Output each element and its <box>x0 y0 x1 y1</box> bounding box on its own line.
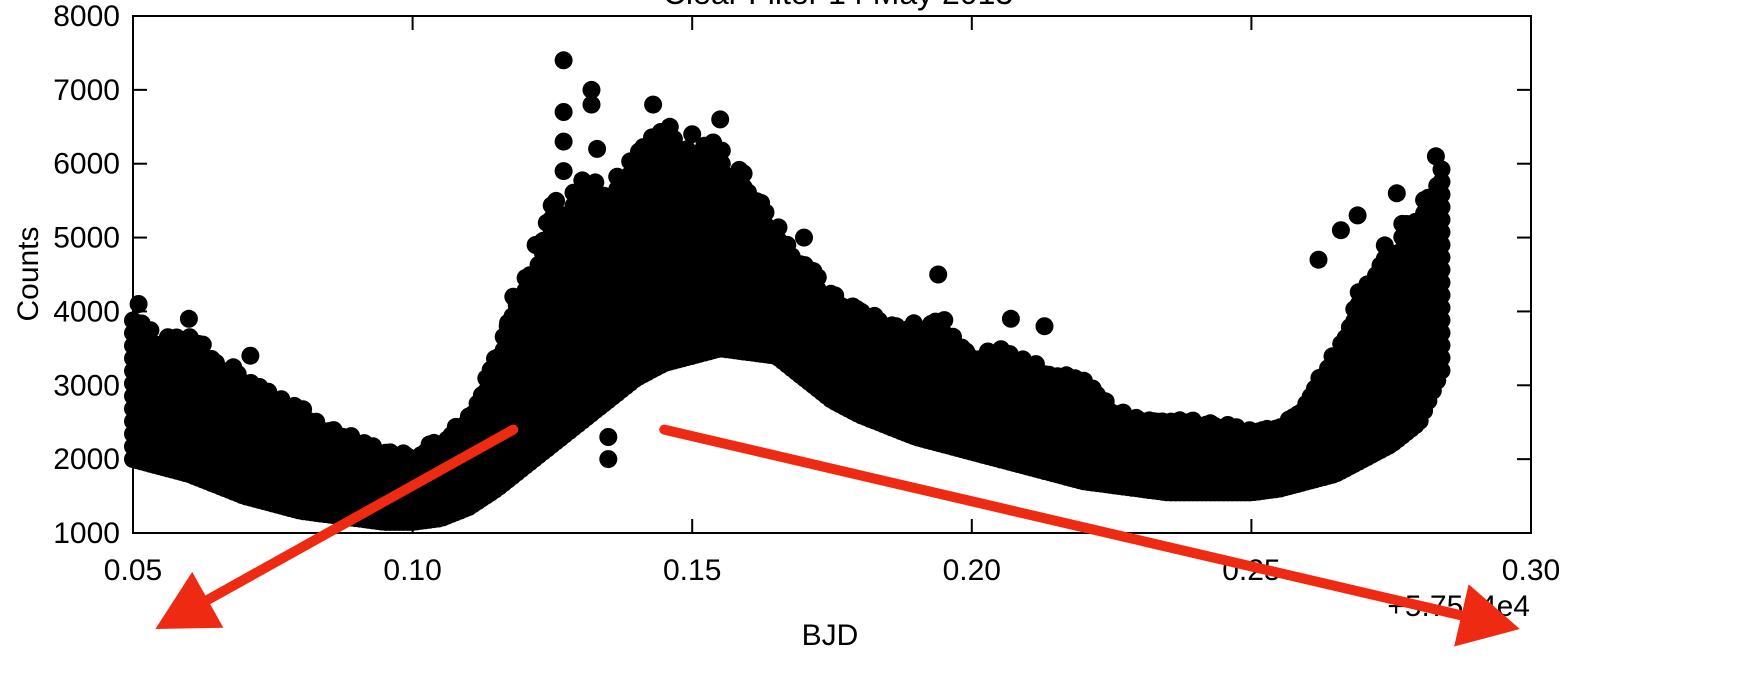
data-point <box>588 139 607 158</box>
plot-frame <box>132 15 1532 534</box>
data-point <box>599 450 618 469</box>
data-point <box>1432 185 1451 204</box>
x-tick-label: 0.30 <box>1502 554 1560 587</box>
data-point <box>1432 298 1451 317</box>
data-point <box>1035 317 1054 336</box>
data-point <box>712 141 731 160</box>
annotation-arrows <box>155 424 1520 647</box>
chart-title: Clear Filter 14 May 2013 <box>663 0 1013 11</box>
y-tick-label: 5000 <box>53 222 120 255</box>
data-point <box>582 95 601 114</box>
data-point <box>1432 210 1451 229</box>
data-point <box>756 203 775 222</box>
data-point <box>1432 273 1451 292</box>
arrow-shaft <box>659 424 1467 621</box>
x-tick-label: 0.05 <box>104 554 162 587</box>
data-point <box>1432 336 1451 355</box>
data-point <box>504 287 523 306</box>
data-point <box>141 321 160 340</box>
data-point <box>1432 235 1451 254</box>
data-point <box>554 103 573 121</box>
y-tick-label: 3000 <box>53 369 120 402</box>
arrow-head <box>1454 584 1520 647</box>
data-point <box>1426 147 1445 166</box>
y-tick-label: 8000 <box>53 0 120 33</box>
y-tick-label: 1000 <box>53 517 120 550</box>
data-point <box>1432 260 1451 279</box>
data-point <box>683 125 702 144</box>
axis-ticks <box>132 15 1532 534</box>
data-point <box>660 117 679 136</box>
data-point <box>259 382 278 401</box>
x-tick-label: 0.10 <box>383 554 441 587</box>
data-point <box>1387 184 1406 203</box>
data-point <box>1331 221 1350 240</box>
data-point <box>1432 323 1451 342</box>
x-axis-label: BJD <box>802 619 859 652</box>
arrow-shaft <box>202 424 519 605</box>
data-point <box>1432 248 1451 267</box>
data-point <box>1348 206 1367 225</box>
data-point <box>1432 311 1451 330</box>
y-tick-label: 4000 <box>53 295 120 328</box>
data-point <box>582 80 601 99</box>
arrow-head <box>155 571 224 630</box>
data-point <box>586 173 605 192</box>
data-point <box>554 162 573 181</box>
data-point <box>935 311 954 330</box>
data-points <box>124 51 1451 531</box>
data-point <box>599 428 618 446</box>
x-tick-label: 0.15 <box>663 554 721 587</box>
data-point <box>1309 250 1328 269</box>
x-tick-label: 0.20 <box>943 554 1001 587</box>
data-point <box>554 51 573 70</box>
data-point <box>795 228 813 247</box>
data-point <box>179 309 198 328</box>
y-tick-label: 7000 <box>53 74 120 107</box>
data-point <box>193 335 212 354</box>
data-point <box>1001 309 1020 328</box>
y-axis-label: Counts <box>12 226 45 321</box>
data-point <box>929 265 948 284</box>
data-point <box>734 164 753 183</box>
y-tick-label: 2000 <box>53 443 120 476</box>
data-point <box>526 236 545 254</box>
data-point <box>537 213 556 232</box>
data-point <box>554 132 573 151</box>
data-point <box>1432 348 1451 367</box>
data-point <box>1432 361 1451 380</box>
data-point <box>1432 172 1451 191</box>
data-point <box>644 95 663 114</box>
y-tick-label: 6000 <box>53 148 120 181</box>
data-point <box>1432 223 1451 242</box>
axis-tick-labels: 0.050.100.150.200.250.301000200030004000… <box>53 0 1560 587</box>
data-point <box>241 346 260 365</box>
data-point <box>808 268 827 287</box>
data-point <box>769 218 788 237</box>
data-point <box>498 317 517 336</box>
data-point <box>129 295 148 313</box>
data-point <box>1432 286 1451 305</box>
data-point <box>547 191 566 210</box>
data-point <box>1432 198 1451 217</box>
data-point <box>711 110 730 129</box>
